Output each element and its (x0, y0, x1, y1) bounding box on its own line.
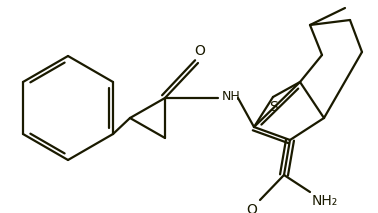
Text: O: O (195, 44, 205, 58)
Text: NH: NH (222, 91, 241, 104)
Text: S: S (269, 100, 277, 114)
Text: O: O (246, 203, 257, 213)
Text: NH₂: NH₂ (312, 194, 338, 208)
